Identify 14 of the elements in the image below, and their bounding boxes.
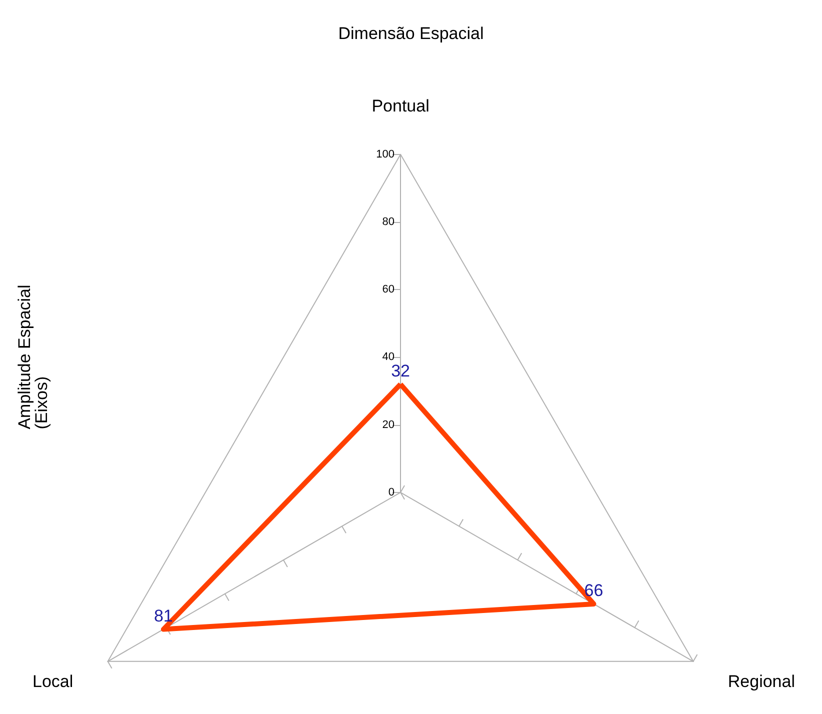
y-tick-label: 20 xyxy=(382,418,395,431)
spoke-label: Local xyxy=(32,672,74,691)
data-label: 81 xyxy=(154,606,173,626)
data-label: 32 xyxy=(391,361,410,380)
y-tick-label: 80 xyxy=(382,216,395,228)
spoke-label: Pontual xyxy=(372,96,430,116)
y-tick-label: 100 xyxy=(376,148,395,160)
text: Amplitude Espacial (Eixos) xyxy=(15,284,51,430)
data-label: 66 xyxy=(584,580,604,600)
chart-title: Dimensão Espacial xyxy=(338,24,484,43)
y-tick-label: 0 xyxy=(388,486,395,498)
spoke-label: Regional xyxy=(728,672,795,691)
y-tick-label: 40 xyxy=(382,351,395,364)
y-tick-label: 60 xyxy=(382,284,395,296)
